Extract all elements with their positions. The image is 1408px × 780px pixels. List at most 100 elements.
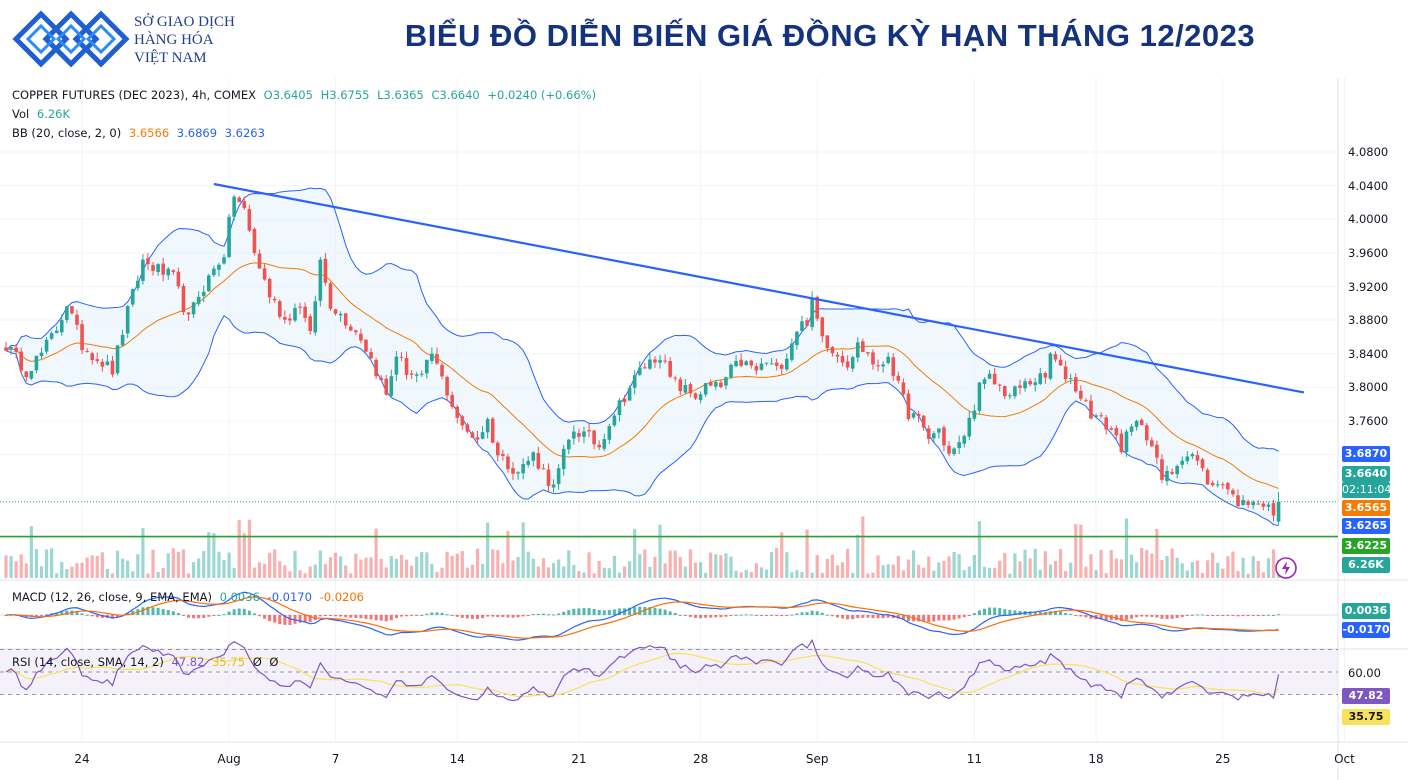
macd-hist-bar	[1165, 615, 1169, 619]
macd-hist-bar	[268, 615, 272, 622]
volume-bar	[790, 572, 794, 578]
volume-bar	[546, 567, 551, 578]
macd-hist-bar	[278, 615, 282, 625]
candle-body	[161, 263, 165, 275]
macd-hist-bar	[835, 615, 839, 618]
candle-body	[1271, 503, 1276, 516]
macd-hist-bar	[998, 608, 1002, 615]
candle-body	[166, 268, 171, 276]
macd-hist-bar	[156, 607, 160, 615]
volume-bar	[714, 554, 718, 578]
macd-hist-bar	[369, 615, 373, 620]
candle-body	[425, 359, 429, 374]
macd-hist-bar	[1236, 615, 1240, 617]
macd-hist-bar	[496, 615, 500, 618]
macd-hist-bar	[131, 610, 135, 615]
ohlc-close: C3.6640	[431, 88, 480, 102]
candle-body	[982, 379, 987, 385]
macd-hist-bar	[815, 611, 819, 615]
candle-body	[1226, 483, 1230, 490]
candle-body	[845, 361, 850, 368]
candle-body	[1139, 419, 1144, 426]
macd-hist-bar	[937, 615, 941, 621]
volume-bar	[663, 563, 667, 578]
macd-hist-bar	[420, 614, 424, 616]
volume-bar	[303, 573, 307, 578]
volume-bar	[4, 555, 8, 578]
volume-bar	[237, 519, 241, 578]
candle-body	[1104, 417, 1108, 430]
macd-hist-bar	[1053, 611, 1057, 615]
candle-body	[698, 394, 703, 401]
macd-hist-bar	[668, 611, 672, 615]
macd-hist-bar	[770, 615, 774, 616]
volume-bar	[151, 549, 155, 578]
volume-bar	[653, 556, 657, 578]
macd-hist-bar	[866, 615, 870, 618]
volume-bar	[399, 554, 404, 578]
volume-bar	[577, 570, 581, 578]
volume-bar	[136, 554, 140, 578]
candle-body	[34, 355, 39, 371]
candle-body	[769, 363, 774, 365]
volume-bar	[252, 567, 257, 578]
logo-line-2: HÀNG HÓA	[134, 32, 214, 48]
macd-hist-bar	[60, 611, 64, 615]
volume-bar	[242, 533, 246, 578]
chart-area[interactable]	[0, 78, 1408, 780]
volume-bar	[698, 562, 703, 578]
candle-body	[1160, 459, 1164, 480]
candle-body	[247, 209, 252, 231]
volume-legend: Vol 6.26K	[12, 107, 74, 121]
volume-bar	[709, 552, 713, 578]
volume-bar	[202, 551, 206, 578]
macd-hist-bar	[465, 615, 469, 619]
macd-hist-bar	[511, 615, 515, 618]
macd-hist-bar	[653, 607, 657, 615]
candle-body	[592, 430, 596, 445]
macd-hist-bar	[694, 615, 698, 618]
candle-body	[323, 258, 328, 283]
volume-bar	[1048, 564, 1053, 578]
volume-bar	[536, 566, 540, 578]
macd-hist-bar	[678, 614, 682, 616]
volume-bar	[607, 568, 611, 578]
candle-body	[911, 413, 916, 418]
volume-bar	[60, 561, 64, 578]
candle-body	[1205, 469, 1210, 485]
candle-body	[394, 356, 399, 375]
macd-hist-bar	[582, 608, 586, 615]
volume-bar	[917, 564, 921, 578]
macd-hist-bar	[927, 615, 931, 623]
macd-hist-bar	[349, 615, 353, 618]
macd-hist-bar	[851, 615, 855, 620]
macd-hist-bar	[1272, 614, 1275, 616]
volume-bar	[987, 567, 992, 578]
price-tick: 4.0400	[1348, 178, 1389, 193]
alert-bolt-icon[interactable]	[1274, 556, 1298, 580]
volume-bar	[719, 555, 723, 578]
volume-bar	[602, 567, 606, 578]
volume-bar	[622, 566, 627, 578]
macd-hist-bar	[171, 611, 175, 615]
volume-bars	[4, 516, 1281, 578]
rsi-extra-2: Ø	[269, 655, 279, 669]
volume-bar	[161, 567, 165, 578]
candle-body	[556, 468, 561, 485]
candle-body	[830, 347, 835, 354]
volume-bar	[861, 516, 865, 578]
volume-bar	[1099, 549, 1103, 578]
volume-bar	[212, 533, 216, 578]
volume-bar	[638, 554, 642, 578]
candle-body	[369, 352, 373, 359]
candle-body	[9, 347, 13, 350]
macd-hist-bar	[1130, 615, 1134, 619]
macd-hist-bar	[399, 615, 403, 617]
volume-bar	[998, 560, 1002, 578]
macd-hist-bar	[557, 613, 561, 615]
macd-hist-bar	[1246, 615, 1250, 617]
volume-bar	[39, 566, 44, 578]
candle-body	[1038, 373, 1043, 384]
macd-hist-bar	[207, 615, 211, 617]
volume-bar	[1003, 552, 1007, 578]
